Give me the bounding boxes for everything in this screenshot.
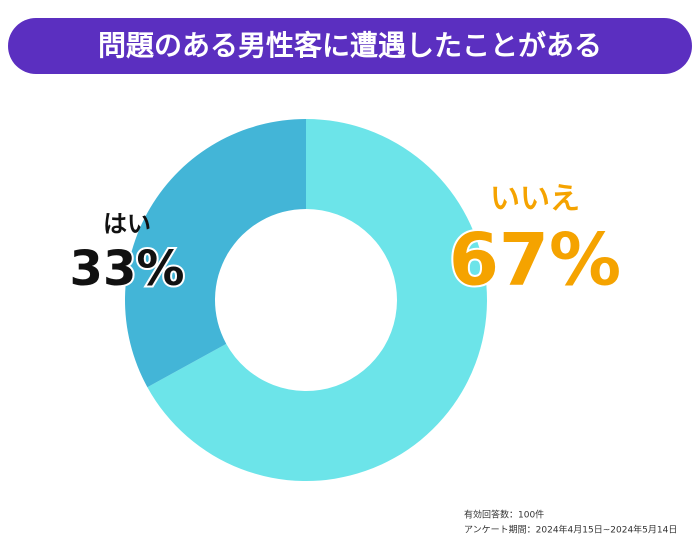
value-label: 67% — [449, 218, 621, 302]
slice-label: いいえ — [490, 182, 580, 217]
title-banner — [8, 18, 692, 74]
chart-title: 問題のある男性客に遭遇したことがある — [98, 29, 602, 62]
slice-label: はい — [103, 210, 151, 238]
value-label: 33% — [70, 241, 185, 297]
donut-slice — [124, 119, 306, 388]
note: 有効回答数：100件 — [464, 509, 544, 521]
note: アンケート期間：2024年4月15日~2024年5月14日 — [464, 524, 677, 536]
donut-slice — [147, 119, 487, 481]
